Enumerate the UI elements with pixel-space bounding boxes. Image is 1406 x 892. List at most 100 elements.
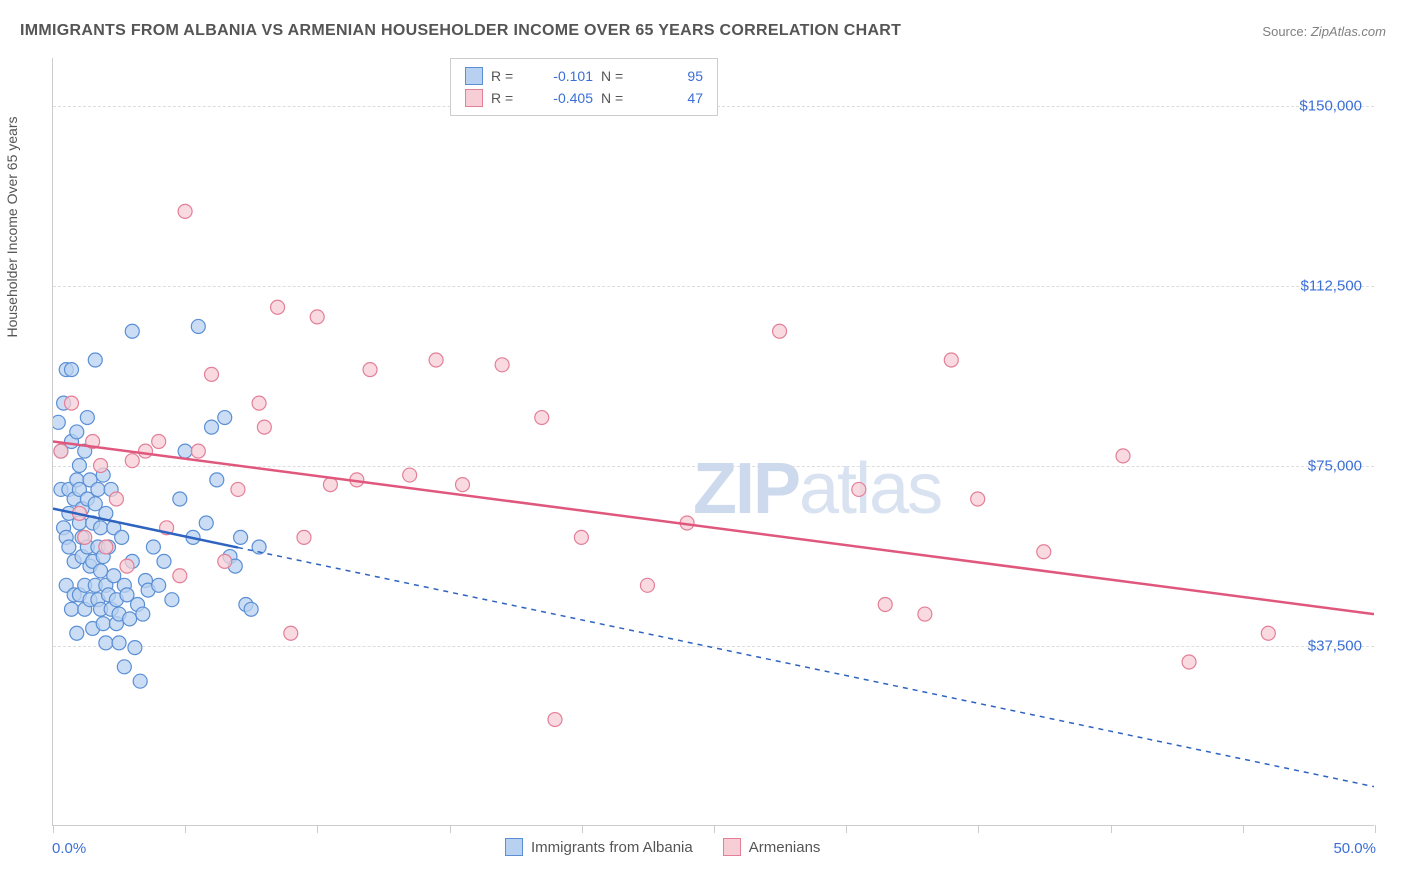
n-label: N = bbox=[601, 65, 629, 87]
data-point bbox=[80, 411, 94, 425]
x-tick bbox=[846, 825, 847, 833]
source-citation: Source: ZipAtlas.com bbox=[1262, 24, 1386, 39]
data-point bbox=[120, 559, 134, 573]
data-point bbox=[62, 540, 76, 554]
data-point bbox=[231, 482, 245, 496]
data-point bbox=[109, 492, 123, 506]
data-point bbox=[146, 540, 160, 554]
y-axis-title: Householder Income Over 65 years bbox=[4, 117, 20, 338]
data-point bbox=[944, 353, 958, 367]
x-tick bbox=[450, 825, 451, 833]
data-point bbox=[244, 602, 258, 616]
data-point bbox=[205, 420, 219, 434]
x-tick bbox=[53, 825, 54, 833]
n-value-albania: 95 bbox=[637, 65, 703, 87]
data-point bbox=[878, 597, 892, 611]
data-point bbox=[125, 324, 139, 338]
swatch-albania-bottom bbox=[505, 838, 523, 856]
data-point bbox=[96, 617, 110, 631]
data-point bbox=[284, 626, 298, 640]
data-point bbox=[535, 411, 549, 425]
data-point bbox=[53, 415, 65, 429]
plot-area: ZIPatlas $37,500$75,000$112,500$150,000 bbox=[52, 58, 1374, 826]
data-point bbox=[94, 564, 108, 578]
legend-label-albania: Immigrants from Albania bbox=[531, 839, 693, 856]
data-point bbox=[271, 300, 285, 314]
data-point bbox=[94, 458, 108, 472]
x-min-label: 0.0% bbox=[52, 840, 86, 857]
data-point bbox=[574, 530, 588, 544]
chart-svg bbox=[53, 58, 1374, 825]
n-value-armenian: 47 bbox=[637, 87, 703, 109]
data-point bbox=[72, 458, 86, 472]
chart-title: IMMIGRANTS FROM ALBANIA VS ARMENIAN HOUS… bbox=[20, 22, 901, 40]
data-point bbox=[91, 482, 105, 496]
data-point bbox=[548, 713, 562, 727]
legend-item-albania: Immigrants from Albania bbox=[505, 838, 693, 856]
legend-item-armenian: Armenians bbox=[723, 838, 821, 856]
data-point bbox=[429, 353, 443, 367]
data-point bbox=[178, 204, 192, 218]
x-tick bbox=[1243, 825, 1244, 833]
data-point bbox=[152, 435, 166, 449]
data-point bbox=[64, 363, 78, 377]
data-point bbox=[99, 540, 113, 554]
data-point bbox=[64, 602, 78, 616]
data-point bbox=[165, 593, 179, 607]
data-point bbox=[70, 425, 84, 439]
data-point bbox=[640, 578, 654, 592]
data-point bbox=[363, 363, 377, 377]
data-point bbox=[1116, 449, 1130, 463]
data-point bbox=[257, 420, 271, 434]
data-point bbox=[218, 554, 232, 568]
swatch-albania bbox=[465, 67, 483, 85]
x-tick bbox=[582, 825, 583, 833]
n-label: N = bbox=[601, 87, 629, 109]
data-point bbox=[117, 660, 131, 674]
data-point bbox=[78, 530, 92, 544]
data-point bbox=[918, 607, 932, 621]
data-point bbox=[310, 310, 324, 324]
source-value: ZipAtlas.com bbox=[1311, 24, 1386, 39]
x-tick bbox=[714, 825, 715, 833]
data-point bbox=[157, 554, 171, 568]
data-point bbox=[1037, 545, 1051, 559]
data-point bbox=[128, 641, 142, 655]
series-legend: Immigrants from Albania Armenians bbox=[505, 838, 820, 856]
correlation-legend: R = -0.101 N = 95 R = -0.405 N = 47 bbox=[450, 58, 718, 116]
source-label: Source: bbox=[1262, 24, 1307, 39]
data-point bbox=[136, 607, 150, 621]
data-point bbox=[112, 636, 126, 650]
data-point bbox=[205, 367, 219, 381]
x-tick bbox=[1375, 825, 1376, 833]
data-point bbox=[115, 530, 129, 544]
data-point bbox=[773, 324, 787, 338]
regression-line bbox=[53, 442, 1374, 615]
data-point bbox=[94, 521, 108, 535]
data-point bbox=[123, 612, 137, 626]
data-point bbox=[173, 492, 187, 506]
data-point bbox=[191, 319, 205, 333]
data-point bbox=[178, 444, 192, 458]
data-point bbox=[495, 358, 509, 372]
data-point bbox=[133, 674, 147, 688]
data-point bbox=[234, 530, 248, 544]
data-point bbox=[125, 454, 139, 468]
data-point bbox=[54, 444, 68, 458]
data-point bbox=[252, 396, 266, 410]
data-point bbox=[403, 468, 417, 482]
r-value-albania: -0.101 bbox=[527, 65, 593, 87]
regression-line-dashed bbox=[238, 548, 1374, 787]
data-point bbox=[99, 636, 113, 650]
data-point bbox=[971, 492, 985, 506]
swatch-armenian-bottom bbox=[723, 838, 741, 856]
data-point bbox=[70, 626, 84, 640]
r-label: R = bbox=[491, 87, 519, 109]
data-point bbox=[297, 530, 311, 544]
data-point bbox=[64, 396, 78, 410]
data-point bbox=[456, 478, 470, 492]
data-point bbox=[852, 482, 866, 496]
data-point bbox=[88, 353, 102, 367]
data-point bbox=[199, 516, 213, 530]
data-point bbox=[218, 411, 232, 425]
